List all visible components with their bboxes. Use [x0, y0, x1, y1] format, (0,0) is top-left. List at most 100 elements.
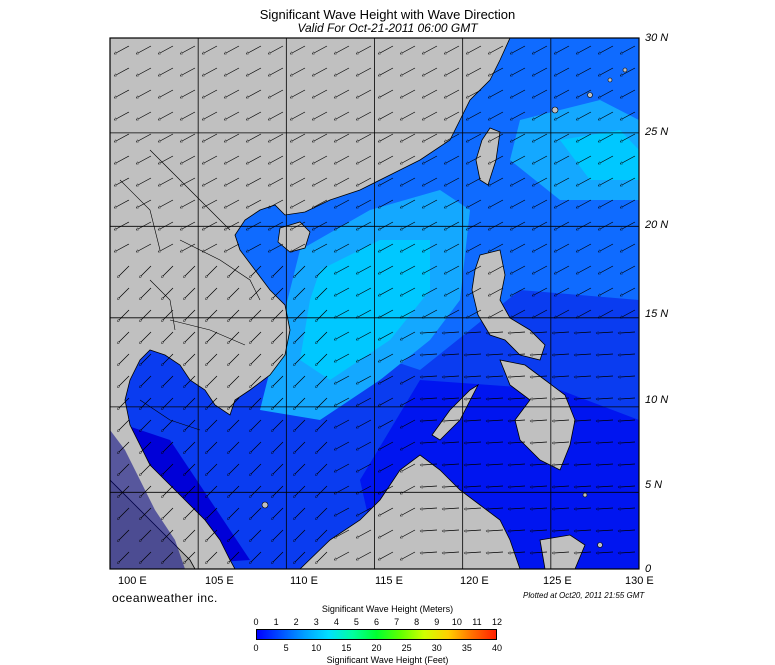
wave-direction-arrow	[424, 177, 438, 185]
lon-label: 110 E	[290, 575, 318, 587]
wave-direction-arrow	[424, 309, 438, 317]
wave-direction-arrows	[116, 45, 636, 562]
wave-direction-arrow	[576, 332, 592, 333]
wave-direction-arrow	[336, 155, 350, 163]
wave-direction-arrow	[119, 507, 130, 518]
wave-direction-arrow	[358, 419, 372, 427]
wave-direction-arrow	[424, 111, 438, 119]
wave-direction-arrow	[620, 486, 636, 487]
wave-direction-arrow	[532, 508, 548, 509]
wave-direction-arrow	[185, 441, 196, 452]
wave-direction-arrow	[292, 89, 306, 97]
wave-direction-arrow	[380, 111, 394, 119]
wave-direction-arrow	[446, 67, 460, 75]
feet-tick-label: 35	[461, 643, 472, 653]
wave-direction-arrow	[358, 199, 372, 207]
wave-direction-arrow	[292, 243, 306, 251]
wave-direction-arrow	[358, 287, 372, 295]
wave-direction-arrow	[185, 265, 196, 276]
wave-direction-arrow	[336, 375, 350, 383]
wave-direction-arrow	[556, 133, 570, 141]
wave-direction-arrow	[270, 221, 284, 229]
wave-direction-arrow	[512, 177, 526, 185]
wave-direction-arrow	[600, 221, 614, 229]
wave-direction-arrow	[207, 419, 218, 430]
wave-direction-arrow	[314, 111, 328, 119]
feet-tick-label: 30	[431, 643, 442, 653]
wave-direction-arrow	[532, 420, 548, 421]
wave-direction-arrow	[622, 155, 636, 163]
wave-direction-arrow	[446, 155, 460, 163]
wave-direction-arrow	[204, 177, 218, 185]
wave-direction-arrow	[510, 530, 526, 531]
feet-tick-label: 15	[341, 643, 352, 653]
lon-label: 100 E	[118, 575, 147, 587]
lat-label: 5 N	[645, 479, 663, 491]
wave-direction-arrow	[444, 420, 460, 421]
wave-direction-arrow	[163, 463, 174, 474]
wave-direction-arrow	[141, 419, 152, 430]
wave-direction-arrow	[532, 376, 548, 377]
meters-tick-label: 5	[353, 617, 359, 627]
wave-direction-arrow	[317, 551, 328, 562]
wave-direction-arrow	[248, 221, 262, 229]
wave-direction-arrow	[532, 486, 548, 487]
wave-direction-arrow	[576, 376, 592, 377]
wave-direction-arrow	[116, 89, 130, 97]
wave-direction-arrow	[576, 486, 592, 487]
wave-direction-arrow	[446, 221, 460, 229]
wave-direction-arrow	[380, 463, 394, 471]
meters-tick-label: 0	[253, 617, 259, 627]
wave-direction-arrow	[358, 375, 372, 383]
wave-direction-arrow	[248, 67, 262, 75]
lon-label: 115 E	[375, 575, 403, 587]
wave-direction-arrow	[380, 177, 394, 185]
wave-direction-arrow	[468, 89, 482, 97]
wave-direction-arrow	[532, 354, 548, 355]
wave-direction-arrow	[422, 552, 438, 553]
wave-direction-arrow	[229, 529, 240, 540]
wave-direction-arrow	[468, 67, 482, 75]
wave-direction-arrow	[534, 221, 548, 229]
wave-direction-arrow	[402, 353, 416, 361]
wave-direction-arrow	[160, 67, 174, 75]
wave-direction-arrow	[314, 133, 328, 141]
wave-direction-arrow	[138, 67, 152, 75]
wave-direction-arrow	[204, 221, 218, 229]
wave-direction-arrow	[534, 45, 548, 53]
wave-direction-arrow	[248, 177, 262, 185]
wave-direction-arrow	[402, 441, 416, 449]
wave-direction-arrow	[578, 309, 592, 317]
wave-direction-arrow	[598, 398, 614, 399]
wave-direction-arrow	[380, 551, 394, 559]
wave-direction-arrow	[336, 397, 350, 405]
wave-direction-arrow	[512, 155, 526, 163]
wave-direction-arrow	[317, 485, 328, 496]
wave-direction-arrow	[578, 111, 592, 119]
wave-direction-arrow	[444, 354, 460, 355]
wave-direction-arrow	[160, 45, 174, 53]
wave-direction-arrow	[600, 155, 614, 163]
wave-direction-arrow	[207, 463, 218, 474]
wave-direction-arrow	[138, 177, 152, 185]
wave-direction-arrow	[273, 287, 284, 298]
high-wave-zone	[560, 130, 639, 180]
wave-direction-arrow	[468, 287, 482, 295]
wave-direction-arrow	[317, 463, 328, 474]
wave-direction-arrow	[576, 552, 592, 553]
wave-direction-arrow	[141, 265, 152, 276]
sulawesi-island	[539, 534, 586, 569]
wave-direction-arrow	[488, 464, 504, 465]
wave-direction-arrow	[270, 67, 284, 75]
lon-label: 120 E	[460, 575, 489, 587]
wave-direction-arrow	[116, 111, 130, 119]
wave-direction-arrow	[358, 529, 372, 537]
wave-direction-arrow	[317, 331, 328, 342]
wave-direction-arrow	[204, 243, 218, 251]
wave-direction-arrow	[422, 420, 438, 421]
wave-direction-arrow	[598, 354, 614, 355]
wave-direction-arrow	[226, 45, 240, 53]
wave-direction-arrow	[358, 397, 372, 405]
wave-direction-arrow	[204, 199, 218, 207]
wave-direction-arrow	[182, 199, 196, 207]
